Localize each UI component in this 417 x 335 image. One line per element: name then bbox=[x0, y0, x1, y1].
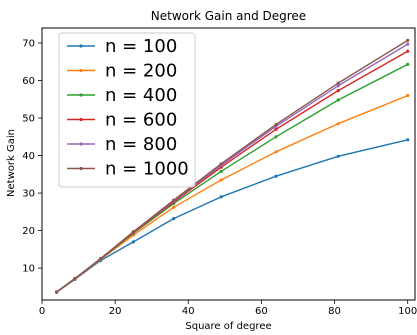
legend-label: n = 600 bbox=[105, 110, 177, 131]
data-point bbox=[336, 84, 340, 88]
data-point bbox=[172, 205, 176, 209]
data-point bbox=[406, 42, 410, 46]
y-axis-label: Network Gain bbox=[6, 129, 17, 197]
data-point bbox=[406, 49, 410, 53]
data-point bbox=[406, 93, 410, 98]
y-tick-label: 60 bbox=[22, 76, 35, 87]
legend-marker bbox=[79, 44, 83, 48]
data-point bbox=[219, 162, 223, 166]
data-point bbox=[55, 290, 59, 294]
x-tick-label: 0 bbox=[39, 306, 45, 317]
data-point bbox=[131, 230, 136, 234]
x-tick-label: 40 bbox=[182, 306, 195, 317]
legend: n = 100 n = 200 n = 400 n = 600 n = 800 n = 1… bbox=[58, 32, 196, 188]
legend-marker bbox=[79, 142, 83, 146]
data-point bbox=[336, 122, 340, 126]
data-point bbox=[98, 257, 103, 261]
data-point bbox=[219, 169, 223, 173]
legend-label: n = 100 bbox=[105, 36, 177, 57]
legend-label: n = 200 bbox=[105, 61, 177, 82]
data-point bbox=[274, 174, 278, 178]
data-point bbox=[172, 216, 176, 221]
data-point bbox=[336, 154, 340, 158]
legend-label: n = 400 bbox=[105, 85, 177, 106]
data-point bbox=[274, 150, 278, 154]
data-point bbox=[274, 122, 278, 127]
legend-label: n = 800 bbox=[105, 134, 177, 155]
data-point bbox=[336, 81, 340, 85]
data-point bbox=[73, 277, 77, 281]
y-tick-label: 10 bbox=[22, 264, 35, 275]
x-tick-label: 100 bbox=[398, 306, 417, 317]
legend-label: n = 1000 bbox=[105, 159, 189, 180]
data-point bbox=[336, 89, 340, 93]
data-point bbox=[406, 138, 410, 142]
data-point bbox=[406, 38, 410, 42]
data-point bbox=[172, 198, 176, 202]
plot-area bbox=[55, 38, 410, 294]
data-point bbox=[274, 135, 278, 139]
legend-marker bbox=[79, 166, 83, 171]
legend-marker bbox=[79, 93, 83, 97]
y-tick-label: 40 bbox=[22, 151, 35, 162]
x-tick-label: 20 bbox=[109, 306, 122, 317]
legend-marker bbox=[79, 117, 83, 122]
data-point bbox=[336, 98, 340, 102]
axis-ticks: 0 20 40 60 80 100 10 20 30 40 50 60 70 bbox=[22, 39, 417, 317]
legend-marker bbox=[79, 68, 83, 73]
data-point bbox=[406, 62, 410, 66]
data-point bbox=[274, 127, 278, 131]
data-point bbox=[131, 240, 136, 244]
y-tick-label: 50 bbox=[22, 114, 35, 125]
x-tick-label: 80 bbox=[328, 306, 341, 317]
y-tick-label: 70 bbox=[22, 39, 35, 50]
y-tick-label: 30 bbox=[22, 189, 35, 200]
plot-frame bbox=[41, 27, 416, 301]
data-point bbox=[219, 195, 223, 199]
data-point bbox=[219, 178, 223, 182]
x-axis-label: Square of degree bbox=[185, 321, 271, 332]
legend-box bbox=[58, 32, 196, 188]
chart-title: Network Gain and Degree bbox=[151, 9, 306, 23]
y-tick-label: 20 bbox=[22, 226, 35, 237]
x-tick-label: 60 bbox=[255, 306, 268, 317]
